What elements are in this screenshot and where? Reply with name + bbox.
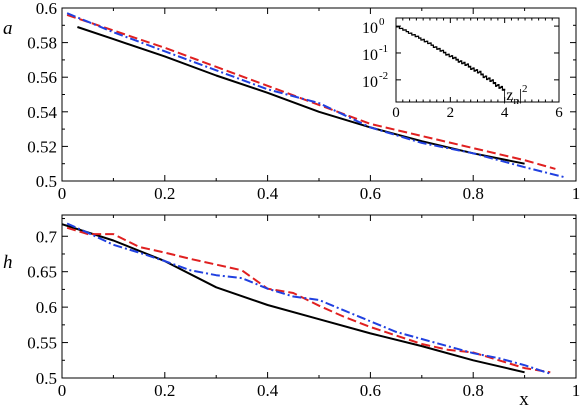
x-tick-label: 0.6 — [360, 381, 381, 400]
inset-y-tick-exponent: -2 — [379, 70, 388, 82]
x-tick-label: 0.6 — [360, 184, 381, 203]
y-tick-label: 0.6 — [36, 0, 57, 18]
x-tick-label: 0 — [58, 381, 67, 400]
inset-x-tick-label: 4 — [501, 105, 509, 121]
y-tick-label: 0.5 — [36, 172, 57, 191]
series-line-dashdot — [66, 12, 566, 179]
x-tick-label: 1 — [572, 381, 581, 400]
y-tick-label: 0.55 — [27, 334, 57, 353]
x-axis-label: x — [519, 389, 529, 408]
inset-y-tick-label: 10 — [362, 20, 378, 37]
inset-series-line — [396, 26, 506, 91]
x-tick-label: 0 — [58, 184, 67, 203]
inset-x-tick-label: 2 — [447, 105, 455, 121]
inset-y-tick-label: 10 — [362, 74, 378, 91]
inset-y-tick-exponent: 0 — [379, 16, 385, 28]
inset-x-tick-label: 0 — [392, 105, 400, 121]
x-tick-label: 0.2 — [154, 184, 175, 203]
x-tick-label: 1 — [572, 184, 581, 203]
series-line-dashed — [66, 13, 556, 170]
x-tick-label: 0.4 — [257, 184, 279, 203]
inset-y-tick-label: 10 — [362, 47, 378, 64]
y-axis-label: a — [3, 18, 13, 39]
y-tick-label: 0.56 — [27, 68, 57, 87]
x-tick-label: 0.8 — [463, 381, 484, 400]
series-line-dashed — [66, 226, 551, 374]
y-tick-label: 0.52 — [27, 137, 57, 156]
y-tick-label: 0.58 — [27, 34, 57, 53]
plot-frame — [61, 214, 577, 379]
x-tick-label: 0.8 — [463, 184, 484, 203]
series-line-dashdot — [66, 222, 551, 375]
series-line-solid — [61, 223, 525, 374]
x-tick-label: 0.4 — [257, 381, 279, 400]
inset-y-tick-exponent: -1 — [379, 43, 388, 55]
y-tick-label: 0.54 — [27, 103, 57, 122]
y-axis-label: h — [3, 252, 13, 273]
inset-x-tick-label: 6 — [555, 105, 563, 121]
y-tick-label: 0.5 — [36, 369, 57, 388]
inset-x-axis-label: |zn|2 — [503, 83, 528, 107]
x-tick-label: 0.2 — [154, 381, 175, 400]
y-tick-label: 0.65 — [27, 263, 57, 282]
bottom-panel-h: 0 0.2 0.4 0.6 0.8 1 0.5 0.55 0.6 0.65 0.7 h x — [3, 214, 581, 410]
y-tick-label: 0.7 — [36, 227, 58, 246]
top-panel-a: 0 0.2 0.4 0.6 0.8 1 0.5 0.52 0.54 0.56 0.58 0.6 a 0 2 4… — [3, 0, 580, 203]
y-tick-label: 0.6 — [36, 298, 57, 317]
inset-frame — [395, 17, 560, 103]
